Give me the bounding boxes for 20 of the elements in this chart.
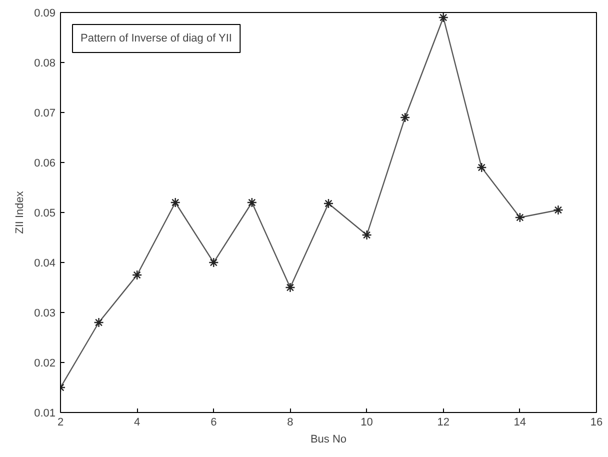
y-tick-label: 0.05 xyxy=(34,208,56,220)
x-tick-label: 16 xyxy=(590,416,603,428)
y-axis-title: ZII Index xyxy=(14,190,26,234)
y-tick-label: 0.07 xyxy=(34,108,56,120)
x-tick-label: 8 xyxy=(287,416,294,428)
y-tick-label: 0.08 xyxy=(34,58,56,70)
x-tick-label: 10 xyxy=(360,416,373,428)
y-tick-label: 0.03 xyxy=(34,308,56,320)
x-tick-label: 14 xyxy=(514,416,526,428)
x-axis-title: Bus No xyxy=(310,434,347,446)
x-tick-label: 2 xyxy=(57,416,64,428)
y-tick-label: 0.04 xyxy=(34,258,56,270)
x-tick-label: 4 xyxy=(134,416,140,428)
y-tick-label: 0.01 xyxy=(34,408,56,420)
y-tick-label: 0.02 xyxy=(34,358,56,370)
x-tick-label: 6 xyxy=(210,416,217,428)
annotation: Pattern of Inverse of diag of YII xyxy=(80,32,232,44)
y-tick-label: 0.06 xyxy=(34,158,56,170)
x-tick-label: 12 xyxy=(437,416,450,428)
y-tick-label: 0.09 xyxy=(34,8,56,20)
